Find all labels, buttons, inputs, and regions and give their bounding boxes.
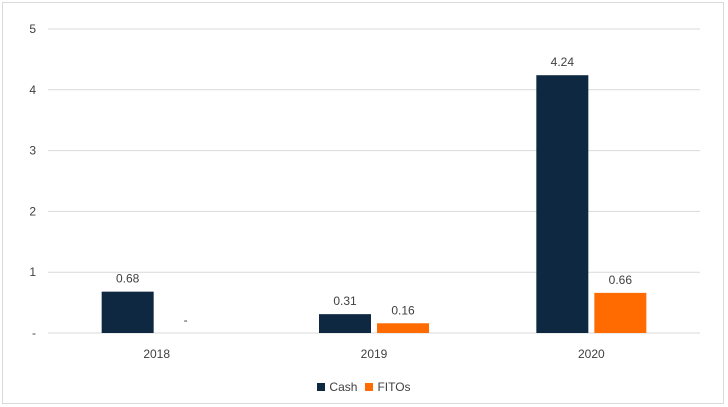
legend-label-cash: Cash: [329, 380, 358, 394]
y-tick-label: 3: [29, 144, 36, 158]
y-tick-label: 5: [29, 22, 36, 36]
data-labels: 0.68 - 0.31 0.16 4.24 0.66: [116, 55, 632, 327]
legend-swatch-cash: [317, 383, 326, 391]
x-tick-label: 2019: [361, 347, 388, 361]
y-tick-label: 2: [29, 204, 36, 218]
data-label-fitos-2018: -: [184, 313, 188, 327]
y-tick-label: 4: [29, 83, 36, 97]
y-tick-label: 1: [29, 265, 36, 279]
data-label-fitos-2019: 0.16: [391, 303, 415, 317]
data-label-cash-2020: 4.24: [551, 55, 575, 69]
bar-cash-2020: [536, 75, 589, 333]
data-label-cash-2019: 0.31: [333, 294, 357, 308]
data-label-cash-2018: 0.68: [116, 272, 140, 286]
x-tick-label: 2018: [143, 347, 170, 361]
legend: Cash FITOs: [0, 380, 728, 394]
data-label-fitos-2020: 0.66: [609, 273, 633, 287]
legend-item-cash: Cash: [317, 380, 357, 394]
legend-swatch-fitos: [365, 383, 374, 391]
gridlines: [48, 28, 700, 334]
bar-cash-2018: [101, 291, 154, 333]
bar-fitos-2020: [594, 292, 647, 333]
x-axis-ticks: 2018 2019 2020: [143, 347, 605, 361]
chart-frame: [2, 2, 724, 404]
legend-label-fitos: FITOs: [377, 380, 411, 394]
bar-fitos-2019: [377, 323, 429, 333]
y-axis-ticks: - 1 2 3 4 5: [29, 22, 36, 340]
x-tick-label: 2020: [578, 347, 605, 361]
legend-item-fitos: FITOs: [365, 380, 411, 394]
bar-cash-2019: [319, 314, 371, 333]
bars: [101, 75, 647, 333]
y-tick-label: -: [32, 326, 36, 340]
